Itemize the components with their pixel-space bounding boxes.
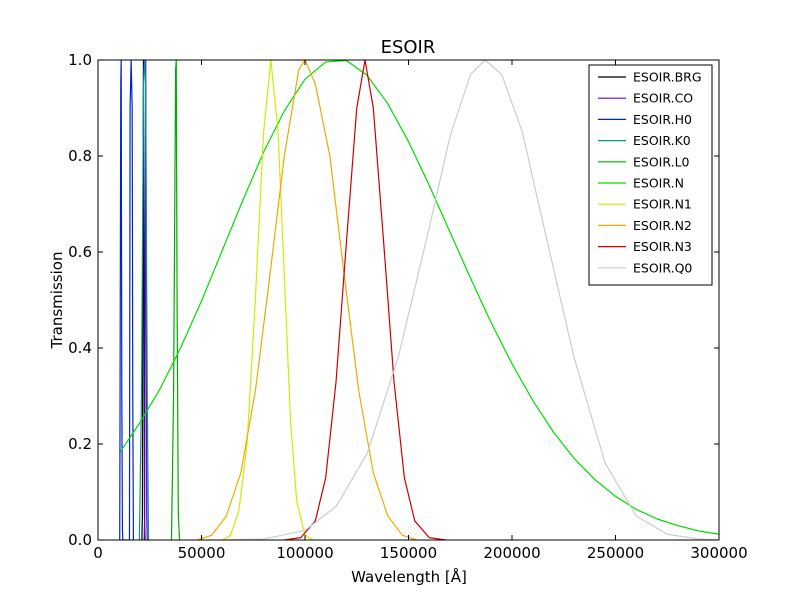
y-tick-label: 0.2: [68, 435, 92, 453]
series-line-esoir-q0: [222, 60, 719, 540]
legend-entry-label: ESOIR.H0: [633, 112, 692, 127]
y-axis: 0.0 0.2 0.4 0.6 0.8 1.0: [68, 51, 719, 549]
series-line-esoir-h0: [119, 60, 134, 540]
y-tick-label: 0.8: [68, 147, 92, 165]
legend-entry-label: ESOIR.Q0: [633, 260, 692, 275]
legend-entry-label: ESOIR.N: [633, 176, 684, 191]
legend-box: [588, 64, 713, 286]
legend-entry-label: ESOIR.N1: [633, 197, 692, 212]
legend-entry-label: ESOIR.N3: [633, 239, 692, 254]
plot-area: [97, 59, 720, 541]
series-line-esoir-n2: [197, 60, 417, 540]
x-tick-label: 100000: [276, 544, 333, 562]
legend-entry-label: ESOIR.N2: [633, 218, 692, 233]
legend-entry-label: ESOIR.K0: [633, 133, 691, 148]
series-line-esoir-l0: [170, 60, 181, 540]
series-line-esoir-co: [143, 60, 148, 540]
x-tick-label: 200000: [483, 544, 540, 562]
series-group: [119, 60, 719, 540]
x-axis-label: Wavelength [Å]: [351, 567, 467, 586]
legend-entry-label: ESOIR.BRG: [633, 70, 702, 85]
series-line-esoir-k0: [138, 60, 150, 540]
x-axis: 0 50000 100000 150000 200000 250000 300000: [93, 60, 748, 562]
x-tick-label: 150000: [380, 544, 437, 562]
chart-title: ESOIR: [381, 37, 436, 58]
legend-entry-label: ESOIR.L0: [633, 154, 690, 169]
x-tick-label: 250000: [587, 544, 644, 562]
x-tick-label: 50000: [178, 544, 226, 562]
x-tick-label: 300000: [690, 544, 747, 562]
legend: ESOIR.BRG ESOIR.CO ESOIR.H0 ESOIR.K0 ESOIR.L…: [588, 64, 713, 286]
y-tick-label: 0.0: [68, 531, 92, 549]
y-tick-label: 1.0: [68, 51, 92, 69]
x-tick-label: 0: [93, 544, 103, 562]
y-tick-label: 0.6: [68, 243, 92, 261]
series-line-esoir-n1: [221, 60, 314, 540]
y-tick-label: 0.4: [68, 339, 92, 357]
series-line-esoir-n3: [284, 60, 446, 540]
series-line-esoir-n: [120, 60, 719, 535]
legend-entry-label: ESOIR.CO: [633, 91, 693, 106]
y-axis-label: Transmission: [48, 252, 66, 350]
